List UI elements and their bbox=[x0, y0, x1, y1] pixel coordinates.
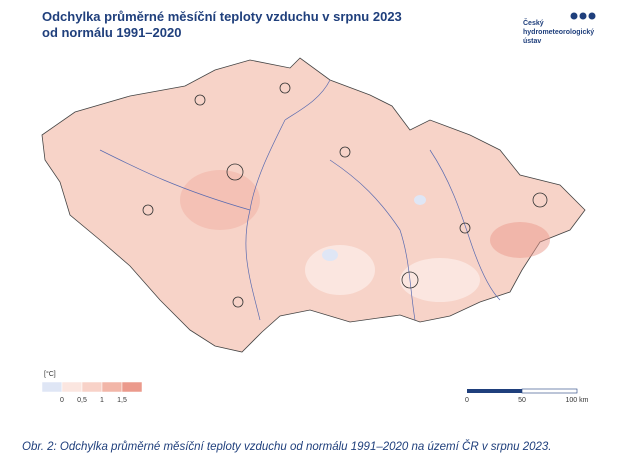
region bbox=[180, 170, 260, 230]
scale-label: 50 bbox=[518, 397, 526, 404]
legend-swatch bbox=[41, 381, 63, 393]
legend: [°C] 0 0,5 1 1,5 bbox=[41, 370, 143, 404]
logo-dot bbox=[579, 12, 587, 20]
rivers bbox=[99, 79, 501, 321]
region bbox=[490, 222, 550, 258]
title: Odchylka průměrné měsíční teploty vzduch… bbox=[42, 9, 402, 24]
legend-label: 0,5 bbox=[77, 397, 87, 404]
region bbox=[400, 258, 480, 302]
scale-segment bbox=[521, 388, 578, 394]
logo: Český hydrometeorologický ústav bbox=[523, 12, 596, 45]
region bbox=[322, 249, 338, 261]
legend-label: 1 bbox=[100, 397, 104, 404]
region bbox=[414, 195, 426, 205]
logo-text: hydrometeorologický bbox=[523, 29, 594, 36]
scale-bar: 0 50 100 km bbox=[465, 388, 589, 404]
title: od normálu 1991–2020 bbox=[42, 25, 181, 40]
map bbox=[41, 57, 586, 353]
caption: Obr. 2: Odchylka průměrné měsíční teplot… bbox=[22, 440, 552, 453]
scale-segment bbox=[467, 389, 522, 393]
legend-swatch bbox=[121, 381, 143, 393]
country bbox=[41, 57, 586, 353]
logo-dot bbox=[588, 12, 596, 20]
logo-dot bbox=[570, 12, 578, 20]
scale-label: 0 bbox=[465, 397, 469, 404]
scale-label: 100 km bbox=[566, 397, 589, 404]
legend-swatch bbox=[61, 381, 83, 393]
legend-unit: [°C] bbox=[44, 370, 56, 378]
legend-label: 0 bbox=[60, 397, 64, 404]
logo-text: ústav bbox=[523, 38, 541, 45]
legend-swatch bbox=[81, 381, 103, 393]
legend-swatch bbox=[101, 381, 123, 393]
cities bbox=[142, 82, 548, 308]
region bbox=[305, 245, 375, 295]
logo-text: Český bbox=[523, 18, 544, 27]
legend-label: 1,5 bbox=[117, 397, 127, 404]
